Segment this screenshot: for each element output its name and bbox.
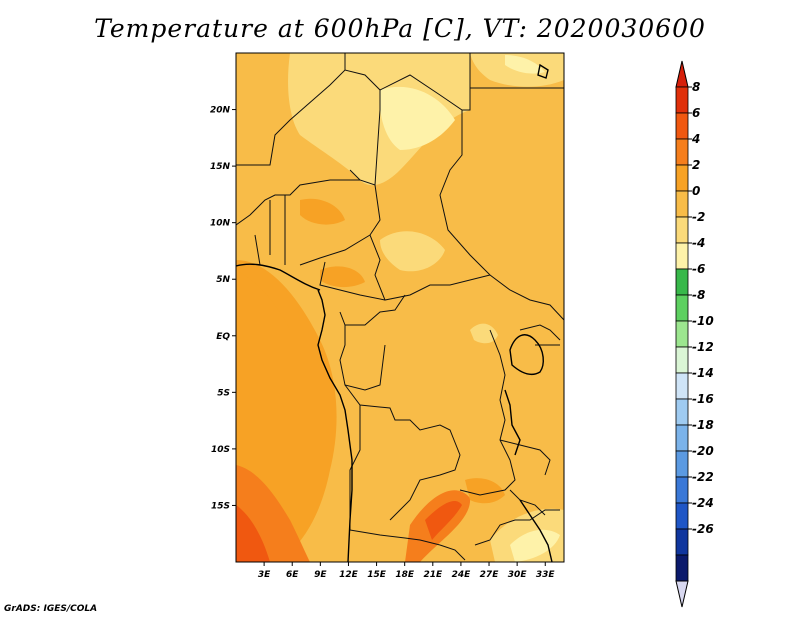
latitude-axis: 20N 15N 10N 5N EQ 5S 10S 15S bbox=[210, 106, 236, 511]
lon-tick-label: 30E bbox=[508, 570, 528, 580]
colorbar-swatch bbox=[675, 398, 689, 426]
colorbar-label: 2 bbox=[692, 158, 700, 172]
colorbar-label: 4 bbox=[691, 132, 700, 146]
lat-tick-label: EQ bbox=[216, 332, 230, 342]
colorbar-swatch bbox=[675, 138, 689, 166]
lon-tick-label: 21E bbox=[423, 570, 443, 580]
map-frame bbox=[235, 52, 565, 563]
colorbar-label: -10 bbox=[692, 314, 714, 328]
colorbar-top-arrow bbox=[675, 60, 689, 88]
colorbar-swatch bbox=[675, 450, 689, 478]
lon-tick-label: 12E bbox=[339, 570, 359, 580]
colorbar-label: -18 bbox=[692, 418, 714, 432]
grads-credit: GrADS: IGES/COLA bbox=[4, 604, 98, 614]
colorbar-label: -24 bbox=[692, 496, 714, 510]
lon-tick-label: 33E bbox=[536, 570, 556, 580]
colorbar-bottom-arrow bbox=[675, 580, 689, 608]
lon-tick-label: 3E bbox=[258, 570, 271, 580]
colorbar: 8 6 4 2 0 -2 -4 -6 -8 -10 -12 -14 -16 -18 -20 -22 -24 -26 bbox=[675, 60, 714, 608]
colorbar-label: -4 bbox=[692, 236, 705, 250]
lon-tick-label: 15E bbox=[367, 570, 387, 580]
lat-tick-label: 5S bbox=[217, 388, 230, 398]
colorbar-swatch bbox=[675, 424, 689, 452]
colorbar-label: -26 bbox=[692, 522, 714, 536]
colorbar-label: -16 bbox=[692, 392, 714, 406]
colorbar-label: 0 bbox=[692, 184, 700, 198]
lat-tick-label: 15S bbox=[211, 501, 230, 511]
lat-tick-label: 10S bbox=[211, 445, 230, 455]
colorbar-swatch bbox=[675, 346, 689, 374]
colorbar-label: 6 bbox=[692, 106, 700, 120]
colorbar-label: -12 bbox=[692, 340, 714, 354]
colorbar-label: -2 bbox=[692, 210, 705, 224]
lat-tick-label: 5N bbox=[216, 275, 230, 285]
colorbar-swatch bbox=[675, 112, 689, 140]
coastline bbox=[236, 63, 553, 562]
lat-tick-label: 20N bbox=[210, 106, 231, 116]
colorbar-swatch bbox=[675, 320, 689, 348]
colorbar-swatch bbox=[675, 554, 689, 582]
lon-tick-label: 24E bbox=[452, 570, 472, 580]
lat-tick-label: 10N bbox=[210, 219, 231, 229]
lon-tick-label: 6E bbox=[286, 570, 299, 580]
colorbar-swatch bbox=[675, 528, 689, 556]
temperature-field bbox=[236, 53, 564, 562]
colorbar-swatch bbox=[675, 164, 689, 192]
colorbar-swatch bbox=[675, 216, 689, 244]
lon-tick-label: 27E bbox=[480, 570, 500, 580]
colorbar-swatch bbox=[675, 86, 689, 114]
colorbar-swatch bbox=[675, 502, 689, 530]
colorbar-label: -6 bbox=[692, 262, 705, 276]
colorbar-swatch bbox=[675, 268, 689, 296]
longitude-axis: 3E 6E 9E 12E 15E 18E 21E 24E 27E 30E 33E bbox=[258, 562, 556, 580]
lon-tick-label: 9E bbox=[314, 570, 327, 580]
lat-tick-label: 15N bbox=[210, 162, 231, 172]
colorbar-swatch bbox=[675, 372, 689, 400]
country-borders bbox=[236, 53, 564, 561]
lon-tick-label: 18E bbox=[395, 570, 415, 580]
colorbar-swatch bbox=[675, 190, 689, 218]
colorbar-swatch bbox=[675, 242, 689, 270]
colorbar-swatch bbox=[675, 476, 689, 504]
colorbar-label: -22 bbox=[692, 470, 714, 484]
colorbar-swatch bbox=[675, 294, 689, 322]
colorbar-label: -14 bbox=[692, 366, 714, 380]
colorbar-label: 8 bbox=[692, 80, 700, 94]
map-title: Temperature at 600hPa [C], VT: 202003060… bbox=[94, 14, 706, 43]
colorbar-label: -20 bbox=[692, 444, 714, 458]
colorbar-label: -8 bbox=[692, 288, 705, 302]
